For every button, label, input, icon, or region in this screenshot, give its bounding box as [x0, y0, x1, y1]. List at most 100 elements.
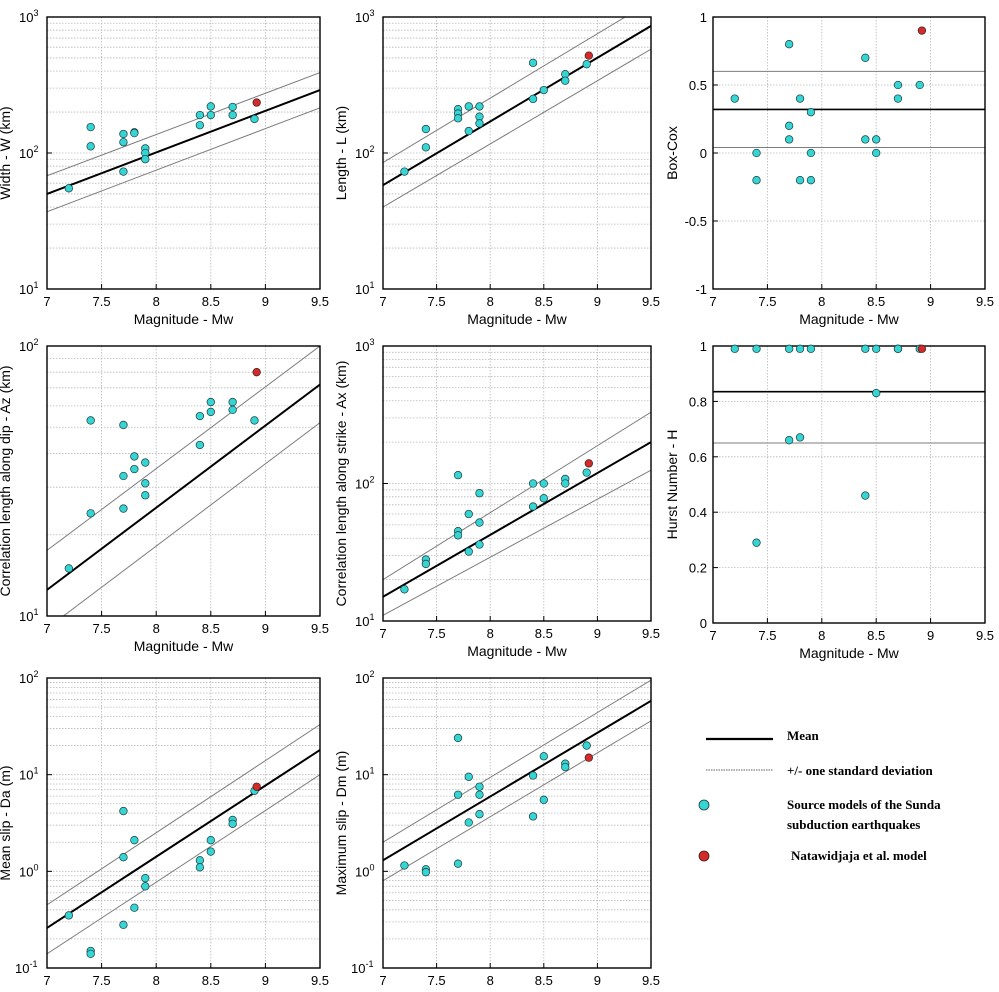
data-point-source [861, 344, 870, 353]
data-point-source [795, 94, 805, 103]
data-point-source [141, 479, 150, 488]
legend-source-label-line1: Source models of the Sunda [787, 797, 941, 812]
data-point-source [119, 420, 128, 430]
x-tick-label: 9.5 [311, 621, 329, 636]
data-point-source [119, 471, 128, 481]
data-point-source [206, 836, 215, 845]
x-tick-label: 8.5 [535, 294, 553, 309]
y-axis-label: Length - L (km) [333, 106, 349, 200]
fit-lines [383, 679, 651, 882]
data-point-source [893, 80, 903, 90]
data-point-natawidjaja [252, 368, 261, 377]
data-point-source [795, 344, 805, 353]
x-tick-label: 9 [594, 626, 601, 641]
data-point-source [539, 752, 548, 761]
data-point-source [195, 411, 205, 421]
mean-line [383, 441, 651, 598]
data-points [400, 51, 593, 176]
data-points [400, 459, 593, 594]
fit-lines [713, 70, 985, 149]
y-tick-label: 0.6 [689, 450, 707, 465]
x-tick-label: 9 [594, 294, 601, 309]
x-tick-label: 7 [379, 973, 386, 988]
data-point-source [86, 122, 95, 132]
fit-lines [383, 17, 651, 208]
data-point-source [752, 538, 761, 547]
ticks: 7 7.5 8 8.5 9 9.5 101 102 103 [19, 8, 329, 309]
x-tick-label: 9 [262, 973, 269, 988]
std-line-lower [383, 48, 651, 208]
std-line-lower [47, 774, 320, 955]
data-point-source [206, 397, 215, 407]
data-point-natawidjaja [584, 51, 593, 60]
x-axis-label: Magnitude - Mw [467, 990, 567, 992]
gridlines [47, 678, 320, 968]
y-tick-label: 0 [700, 146, 707, 161]
data-point-source [475, 119, 484, 128]
data-point-source [730, 344, 739, 353]
y-tick-label: 0 [700, 616, 707, 631]
data-point-source [806, 344, 816, 353]
data-point-source [475, 810, 484, 819]
data-point-source [141, 491, 150, 500]
data-point-source [130, 464, 139, 474]
data-point-source [785, 344, 794, 353]
y-tick-label: 102 [355, 669, 374, 686]
x-tick-label: 8 [487, 626, 494, 641]
data-point-source [86, 416, 95, 425]
data-point-source [464, 509, 473, 519]
data-point-source [195, 110, 205, 120]
x-tick-label: 9 [594, 973, 601, 988]
y-tick-label: 1 [700, 10, 707, 25]
ticks: 7 7.5 8 8.5 9 9.5 10-1 100 101 102 [351, 669, 660, 988]
data-point-source [206, 847, 215, 856]
data-point-source [195, 121, 205, 130]
data-point-source [872, 148, 881, 158]
std-line-lower [383, 469, 651, 616]
data-point-source [119, 806, 128, 816]
x-tick-label: 7 [379, 294, 386, 309]
data-point-source [421, 124, 431, 134]
fit-lines [713, 346, 985, 444]
data-point-source [228, 397, 237, 407]
data-point-source [528, 502, 538, 511]
data-point-source [582, 60, 591, 69]
data-point-source [64, 911, 73, 920]
x-tick-label: 8.5 [867, 294, 885, 309]
data-point-source [206, 102, 215, 111]
data-point-source [250, 416, 259, 425]
y-tick-label: 1 [700, 339, 707, 354]
data-point-source [195, 440, 205, 450]
data-point-source [130, 128, 139, 138]
x-tick-label: 7 [709, 294, 716, 309]
x-tick-label: 7.5 [428, 626, 446, 641]
chart-az: 7 7.5 8 8.5 9 9.5 101 102 Magnitude - Mw Correlat… [0, 337, 329, 654]
fit-lines [383, 411, 651, 616]
gridlines [47, 346, 320, 616]
data-point-natawidjaja [252, 98, 261, 107]
data-point-source [119, 920, 128, 929]
axes-frame [712, 345, 986, 624]
x-tick-label: 7.5 [428, 294, 446, 309]
y-tick-label: 101 [355, 612, 374, 629]
y-tick-label: -0.5 [685, 214, 707, 229]
y-tick-label: 103 [19, 8, 38, 25]
gridlines [47, 17, 320, 289]
y-tick-label: 10-1 [15, 959, 37, 976]
data-point-source [795, 176, 805, 185]
x-tick-label: 7.5 [93, 621, 111, 636]
x-tick-label: 8 [153, 621, 160, 636]
data-point-source [130, 452, 139, 461]
legend-std-label: +/- one standard deviation [787, 763, 933, 778]
legend-mean-label: Mean [787, 728, 820, 743]
plot-area [47, 678, 320, 968]
gridlines [383, 678, 651, 968]
x-axis-label: Magnitude - Mw [467, 311, 567, 327]
x-tick-label: 9 [927, 294, 934, 309]
std-line-lower [47, 107, 320, 213]
data-point-natawidjaja [917, 344, 927, 353]
data-point-source [806, 148, 816, 158]
x-tick-label: 8 [153, 294, 160, 309]
data-point-source [539, 479, 548, 488]
